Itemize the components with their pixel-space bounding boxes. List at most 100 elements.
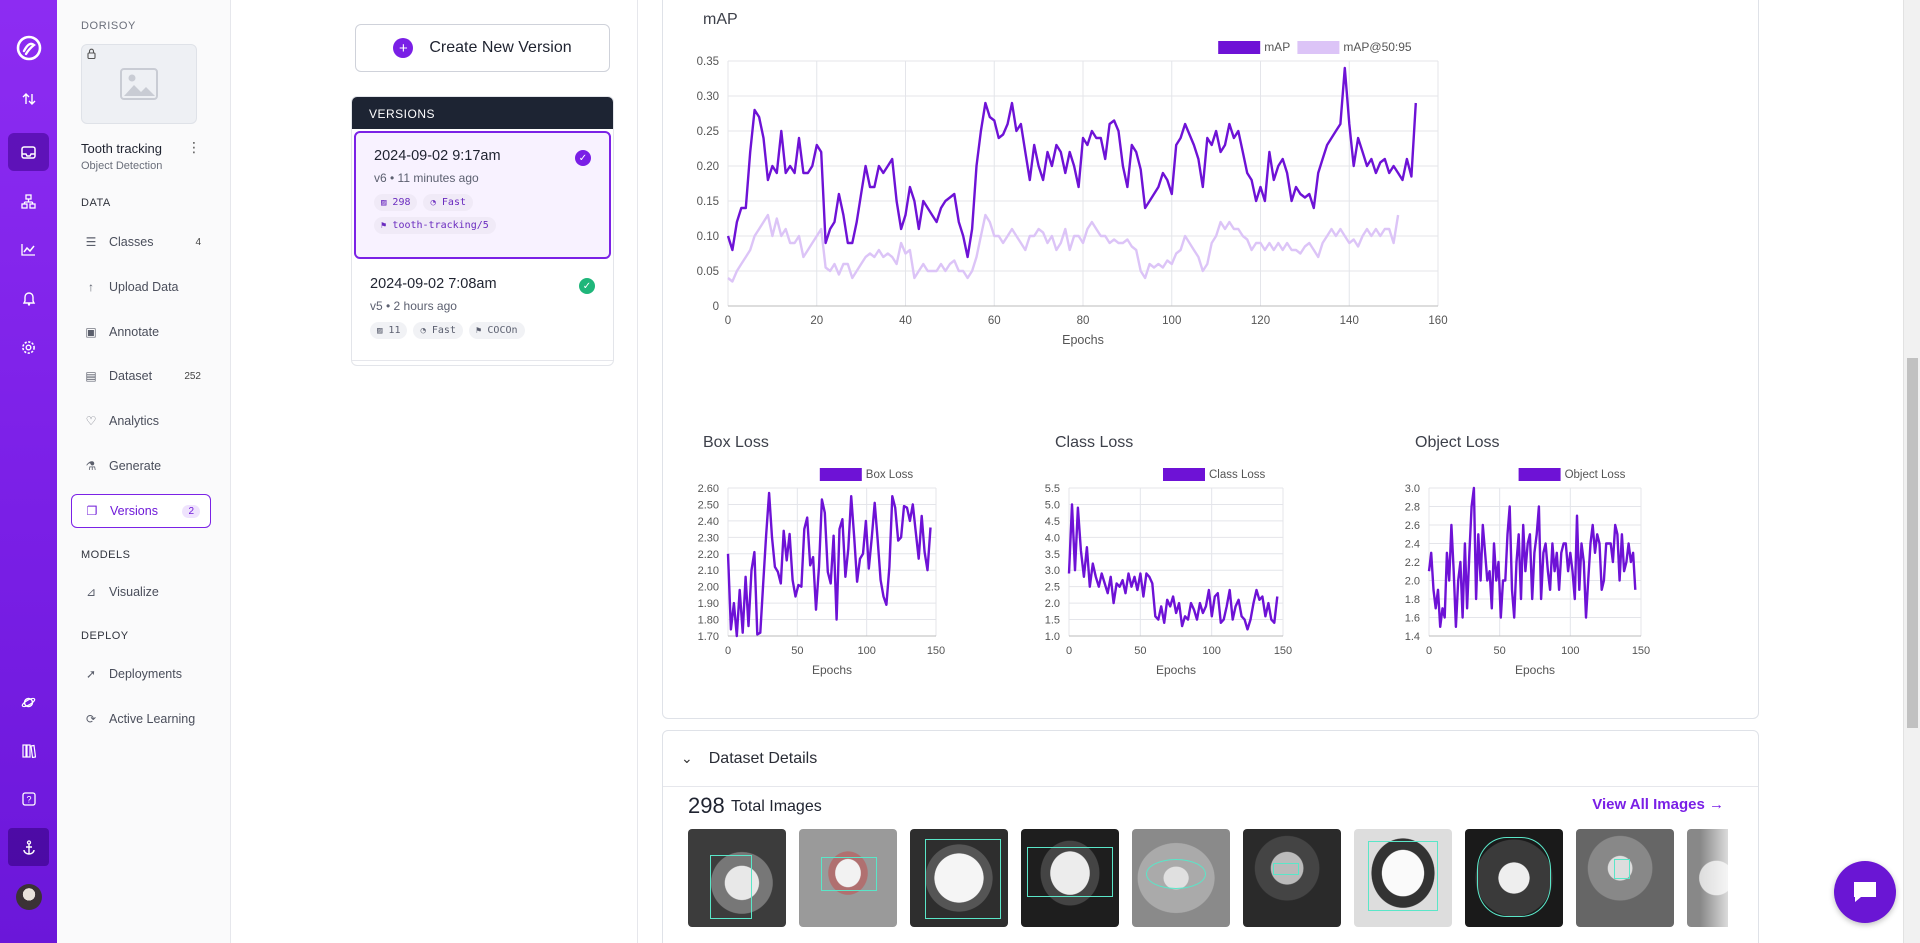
image-thumbnail[interactable] xyxy=(1132,829,1230,927)
y-tick-label: 2.2 xyxy=(1405,557,1420,569)
project-sidebar: DORISOY Tooth tracking Object Detection … xyxy=(57,0,231,943)
help-icon[interactable]: ? xyxy=(8,780,49,818)
x-tick-label: 60 xyxy=(988,315,1001,327)
bell-icon[interactable] xyxy=(8,279,49,317)
version-card-v6[interactable]: 2024-09-02 9:17am v6 • 11 minutes ago ▨ 2… xyxy=(354,131,611,259)
legend-label: Object Loss xyxy=(1565,469,1626,481)
kebab-menu-icon[interactable]: ⋮ xyxy=(187,139,201,155)
check-icon: ✓ xyxy=(575,150,591,166)
x-axis-label: Epochs xyxy=(812,663,852,677)
heart-icon: ♡ xyxy=(85,414,97,428)
legend-swatch xyxy=(1163,468,1205,481)
chart-icon[interactable] xyxy=(8,230,49,268)
scrollbar-thumb[interactable] xyxy=(1907,358,1918,728)
y-tick-label: 2.30 xyxy=(698,532,719,544)
y-tick-label: 2.40 xyxy=(698,516,719,528)
legend-label: Box Loss xyxy=(866,469,914,481)
x-tick-label: 40 xyxy=(899,315,912,327)
y-tick-label: 1.80 xyxy=(698,615,719,627)
sidebar-item-upload-data[interactable]: ↑ Upload Data xyxy=(71,270,211,304)
gear-icon[interactable] xyxy=(8,328,49,366)
chart-title-object-loss: Object Loss xyxy=(1415,434,1500,451)
create-new-version-button[interactable]: + Create New Version xyxy=(355,24,610,72)
y-tick-label: 2.5 xyxy=(1045,582,1060,594)
image-thumbnail[interactable] xyxy=(1465,829,1563,927)
flag-icon: ⚑ xyxy=(381,220,387,231)
book-icon[interactable] xyxy=(8,732,49,770)
sidebar-item-dataset[interactable]: ▤ Dataset 252 xyxy=(71,359,211,393)
view-all-images-link[interactable]: View All Images → xyxy=(1592,796,1724,813)
dataset-details-toggle[interactable]: ⌄ Dataset Details xyxy=(663,731,1758,787)
y-tick-label: 2.50 xyxy=(698,499,719,511)
y-tick-label: 1.5 xyxy=(1045,615,1060,627)
y-tick-label: 4.5 xyxy=(1045,516,1060,528)
image-thumbnail[interactable] xyxy=(1021,829,1119,927)
version-card-v5[interactable]: 2024-09-02 7:08am v5 • 2 hours ago ▨ 11 ◔… xyxy=(352,261,613,361)
x-tick-label: 100 xyxy=(1162,315,1181,327)
workflow-icon[interactable] xyxy=(8,182,49,220)
main-content: mAP 0 0.05 0.10 0.15 0.20 0.25 0.30 0.35 0 20 40 60… xyxy=(638,0,1903,943)
sidebar-item-visualize[interactable]: ⊿ Visualize xyxy=(71,575,211,609)
page-scrollbar[interactable] xyxy=(1903,0,1920,943)
y-tick-label: 0 xyxy=(713,301,719,313)
sidebar-item-classes[interactable]: ☰ Classes 4 xyxy=(71,225,211,259)
project-thumbnail[interactable] xyxy=(81,44,197,124)
sidebar-item-active-learning[interactable]: ⟳ Active Learning xyxy=(71,702,211,736)
svg-text:?: ? xyxy=(26,795,31,805)
x-tick-label: 100 xyxy=(857,645,875,657)
planet-icon[interactable] xyxy=(8,683,49,721)
sidebar-item-deployments[interactable]: ➚ Deployments xyxy=(71,657,211,691)
total-images-count: 298 xyxy=(688,793,725,818)
image-thumbnail[interactable] xyxy=(1354,829,1452,927)
version-date: 2024-09-02 7:08am xyxy=(370,276,497,292)
image-thumbnail[interactable] xyxy=(688,829,786,927)
export-tag-badge: ⚑ tooth-tracking/5 xyxy=(374,217,496,234)
sidebar-item-analytics[interactable]: ♡ Analytics xyxy=(71,404,211,438)
list-icon: ☰ xyxy=(85,235,97,249)
y-tick-label: 1.6 xyxy=(1405,613,1420,625)
count-badge: 2 xyxy=(182,504,200,518)
x-tick-label: 0 xyxy=(725,645,731,657)
x-tick-label: 50 xyxy=(1134,645,1146,657)
avatar[interactable] xyxy=(16,884,42,910)
y-tick-label: 3.0 xyxy=(1045,565,1060,577)
y-tick-label: 3.0 xyxy=(1405,483,1420,495)
y-tick-label: 2.20 xyxy=(698,549,719,561)
series-line xyxy=(1427,486,1637,629)
image-count-badge: ▨ 11 xyxy=(370,322,408,339)
y-tick-label: 0.30 xyxy=(697,91,719,103)
y-tick-label: 2.0 xyxy=(1405,576,1420,588)
y-tick-label: 1.8 xyxy=(1405,594,1420,606)
sidebar-item-generate[interactable]: ⚗ Generate xyxy=(71,449,211,483)
image-thumbnail[interactable] xyxy=(1576,829,1674,927)
version-meta: v6 • 11 minutes ago xyxy=(374,171,479,185)
version-date: 2024-09-02 9:17am xyxy=(374,148,501,164)
sidebar-item-versions[interactable]: ❐ Versions 2 xyxy=(71,494,211,528)
series-line xyxy=(726,491,932,638)
section-deploy: DEPLOY xyxy=(81,630,129,642)
legend-swatch xyxy=(1218,41,1261,54)
section-data: DATA xyxy=(81,197,111,209)
anchor-icon[interactable] xyxy=(8,828,49,866)
y-tick-label: 0.20 xyxy=(697,161,719,173)
y-tick-label: 2.6 xyxy=(1405,520,1420,532)
x-tick-label: 50 xyxy=(1494,645,1506,657)
y-tick-label: 5.0 xyxy=(1045,499,1060,511)
y-tick-label: 2.4 xyxy=(1405,539,1420,551)
x-tick-label: 140 xyxy=(1340,315,1359,327)
chat-icon xyxy=(1854,882,1876,902)
sidebar-item-annotate[interactable]: ▣ Annotate xyxy=(71,315,211,349)
image-thumbnail[interactable] xyxy=(799,829,897,927)
inbox-icon[interactable] xyxy=(8,133,49,171)
y-tick-label: 0.25 xyxy=(697,126,719,138)
image-thumbnail[interactable] xyxy=(1243,829,1341,927)
image-thumbnail[interactable] xyxy=(910,829,1008,927)
speed-badge: ◔ Fast xyxy=(423,194,473,211)
legend-label: Class Loss xyxy=(1209,469,1265,481)
y-tick-label: 1.0 xyxy=(1045,631,1060,643)
chat-button[interactable] xyxy=(1834,861,1896,923)
x-tick-label: 150 xyxy=(1632,645,1650,657)
series-line xyxy=(727,213,1400,283)
logo-icon[interactable] xyxy=(8,29,49,67)
transfer-icon[interactable] xyxy=(8,80,49,118)
